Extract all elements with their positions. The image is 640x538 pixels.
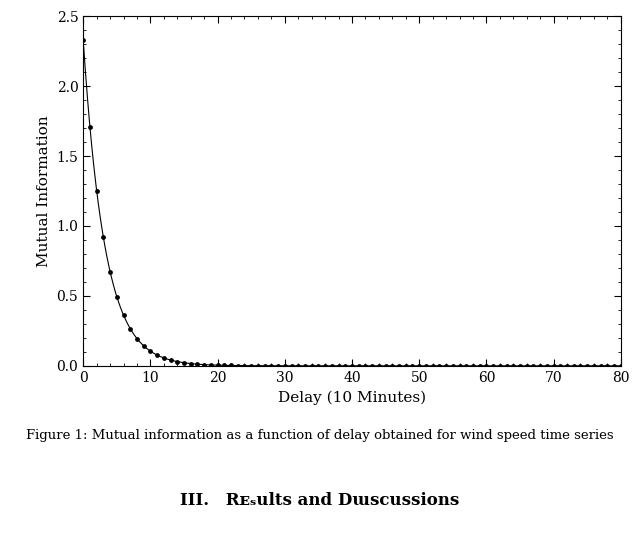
Point [132, 334, 142, 343]
Point [179, 358, 189, 367]
Point [192, 360, 202, 369]
Point [246, 362, 256, 370]
Point [367, 362, 377, 370]
Point [555, 362, 566, 370]
Point [428, 362, 438, 370]
Point [212, 361, 223, 370]
Point [589, 362, 599, 370]
Point [501, 362, 511, 370]
Point [314, 362, 323, 370]
Point [260, 362, 270, 370]
Point [353, 362, 364, 370]
Point [420, 362, 431, 370]
Point [447, 362, 458, 370]
Point [434, 362, 444, 370]
Point [387, 362, 397, 370]
Point [172, 357, 182, 366]
Point [595, 362, 605, 370]
Point [165, 356, 175, 364]
Point [293, 362, 303, 370]
Point [609, 362, 619, 370]
Point [535, 362, 545, 370]
Point [562, 362, 572, 370]
Point [145, 347, 156, 356]
Y-axis label: Mutual Information: Mutual Information [37, 115, 51, 267]
Point [602, 362, 612, 370]
X-axis label: Delay (10 Minutes): Delay (10 Minutes) [278, 390, 426, 405]
Text: III. Rᴇₛults and Dɯscussions: III. Rᴇₛults and Dɯscussions [180, 492, 460, 509]
Point [273, 362, 283, 370]
Point [199, 360, 209, 369]
Point [300, 362, 310, 370]
Point [84, 123, 95, 131]
Point [441, 362, 451, 370]
Point [239, 362, 250, 370]
Text: Figure 1: Mutual information as a function of delay obtained for wind speed time: Figure 1: Mutual information as a functi… [26, 429, 614, 442]
Point [99, 233, 109, 242]
Point [92, 186, 102, 195]
Point [280, 362, 290, 370]
Point [118, 311, 129, 320]
Point [226, 361, 236, 370]
Point [569, 362, 579, 370]
Point [307, 362, 317, 370]
Point [159, 353, 169, 362]
Point [454, 362, 465, 370]
Point [347, 362, 357, 370]
Point [575, 362, 586, 370]
Point [186, 359, 196, 368]
Point [78, 36, 88, 44]
Point [541, 362, 552, 370]
Point [253, 362, 263, 370]
Point [125, 324, 136, 333]
Point [495, 362, 505, 370]
Point [508, 362, 518, 370]
Point [461, 362, 471, 370]
Point [488, 362, 498, 370]
Point [407, 362, 417, 370]
Point [468, 362, 478, 370]
Point [414, 362, 424, 370]
Point [233, 362, 243, 370]
Point [320, 362, 330, 370]
Point [401, 362, 411, 370]
Point [474, 362, 484, 370]
Point [287, 362, 297, 370]
Point [548, 362, 559, 370]
Point [515, 362, 525, 370]
Point [522, 362, 532, 370]
Point [582, 362, 593, 370]
Point [360, 362, 371, 370]
Point [152, 351, 163, 359]
Point [528, 362, 538, 370]
Point [326, 362, 337, 370]
Point [380, 362, 390, 370]
Point [374, 362, 384, 370]
Point [333, 362, 344, 370]
Point [266, 362, 276, 370]
Point [340, 362, 350, 370]
Point [105, 267, 115, 276]
Point [481, 362, 492, 370]
Point [111, 292, 122, 301]
Point [219, 361, 230, 370]
Point [616, 362, 626, 370]
Point [206, 360, 216, 369]
Point [394, 362, 404, 370]
Point [139, 342, 149, 350]
